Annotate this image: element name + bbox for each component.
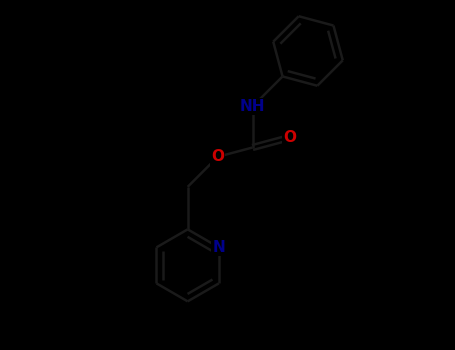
Text: O: O xyxy=(211,149,224,164)
Text: N: N xyxy=(212,240,225,255)
Text: NH: NH xyxy=(240,99,265,114)
Text: O: O xyxy=(283,130,297,145)
